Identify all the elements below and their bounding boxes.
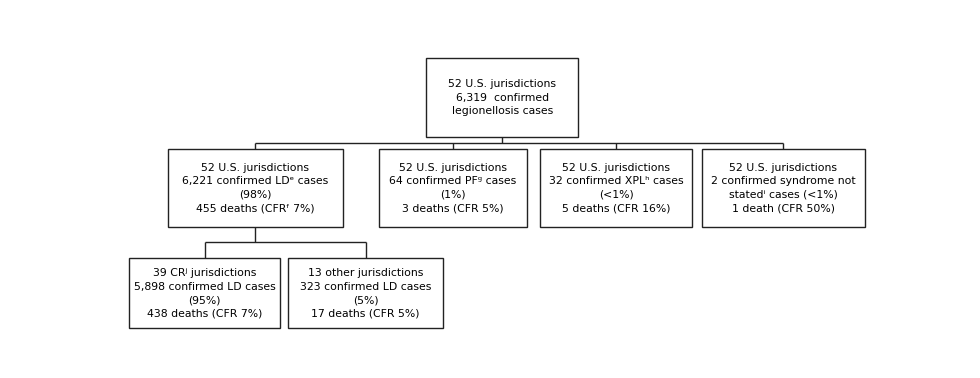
Text: 52 U.S. jurisdictions
64 confirmed PFᵍ cases
(1%)
3 deaths (CFR 5%): 52 U.S. jurisdictions 64 confirmed PFᵍ c… (389, 163, 516, 213)
FancyBboxPatch shape (426, 59, 578, 137)
FancyBboxPatch shape (540, 149, 692, 226)
Text: 39 CRʲ jurisdictions
5,898 confirmed LD cases
(95%)
438 deaths (CFR 7%): 39 CRʲ jurisdictions 5,898 confirmed LD … (133, 268, 275, 319)
Text: 52 U.S. jurisdictions
6,319  confirmed
legionellosis cases: 52 U.S. jurisdictions 6,319 confirmed le… (448, 79, 557, 116)
FancyBboxPatch shape (379, 149, 527, 226)
FancyBboxPatch shape (288, 259, 443, 328)
Text: 52 U.S. jurisdictions
2 confirmed syndrome not
statedⁱ cases (<1%)
1 death (CFR : 52 U.S. jurisdictions 2 confirmed syndro… (710, 163, 856, 213)
Text: 52 U.S. jurisdictions
6,221 confirmed LDᵉ cases
(98%)
455 deaths (CFRᶠ 7%): 52 U.S. jurisdictions 6,221 confirmed LD… (182, 163, 328, 213)
FancyBboxPatch shape (128, 259, 280, 328)
Text: 13 other jurisdictions
323 confirmed LD cases
(5%)
17 deaths (CFR 5%): 13 other jurisdictions 323 confirmed LD … (300, 268, 431, 319)
FancyBboxPatch shape (169, 149, 343, 226)
Text: 52 U.S. jurisdictions
32 confirmed XPLʰ cases
(<1%)
5 deaths (CFR 16%): 52 U.S. jurisdictions 32 confirmed XPLʰ … (549, 163, 683, 213)
FancyBboxPatch shape (702, 149, 865, 226)
